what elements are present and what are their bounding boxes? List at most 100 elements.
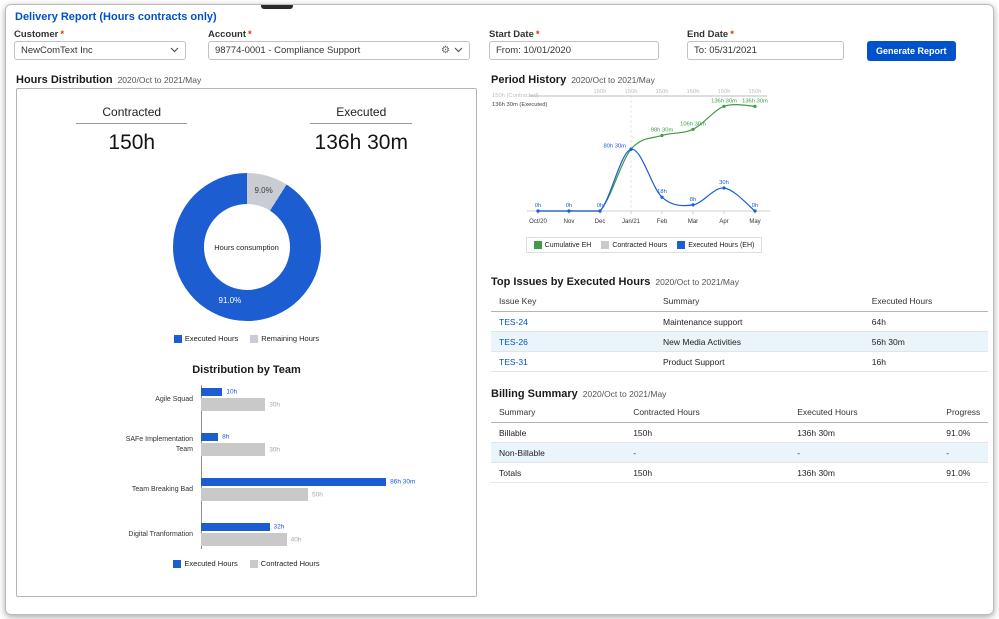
svg-text:Apr: Apr [719,219,728,225]
billing-cell: 150h [625,422,790,443]
column-header: Contracted Hours [625,402,790,423]
top-issues-title: Top Issues by Executed Hours 2020/Oct to … [491,276,739,288]
issue-executed-hours-cell: 56h 30m [863,331,988,352]
executed-value: 136h 30m [314,131,408,154]
hours-distribution-title: Hours Distribution 2020/Oct to 2021/May [16,74,202,86]
billing-cell: 91.0% [938,422,988,443]
team-row: SAFe Implementation Team 8h 30h [17,433,476,456]
issue-summary-cell: New Media Activities [655,331,864,352]
executed-summary: Executed 136h 30m [247,103,477,155]
legend-item: Contracted Hours [249,559,320,568]
generate-report-button[interactable]: Generate Report [867,41,956,61]
svg-text:8h: 8h [690,197,696,203]
svg-text:136h 30m: 136h 30m [742,98,768,104]
end-date-input[interactable] [687,41,844,60]
issue-key-link[interactable]: TES-31 [499,356,528,367]
svg-text:106h 30m: 106h 30m [680,121,706,127]
billing-cell: - [789,442,939,463]
issue-summary-cell: Product Support [655,351,864,372]
required-asterisk: * [730,29,734,40]
legend-swatch [173,559,182,568]
legend-swatch [250,334,259,343]
billing-summary-title: Billing Summary 2020/Oct to 2021/May [491,388,667,400]
executed-bar: 8h [201,433,229,441]
svg-text:150h (Contracted): 150h (Contracted) [492,93,539,99]
svg-text:150h: 150h [718,89,731,95]
svg-text:0h: 0h [566,203,572,209]
svg-text:150h: 150h [594,89,607,95]
contracted-bar-label: 40h [290,536,302,543]
legend-label: Executed Hours (EH) [688,241,755,249]
start-date-input[interactable] [489,41,659,60]
billing-cell: 150h [625,462,790,483]
billing-cell: 91.0% [938,462,988,483]
donut-legend: Executed Hours Remaining Hours [17,334,476,343]
chevron-down-icon [170,45,179,56]
executed-bar: 10h [201,388,237,396]
issue-key-cell: TES-26 [491,331,655,352]
legend-label: Executed Hours [184,559,238,568]
svg-text:Dec: Dec [595,219,606,225]
legend-swatch [173,334,182,343]
svg-text:Feb: Feb [657,219,668,225]
legend-label: Executed Hours [184,334,239,343]
customer-select-value: NewComText Inc [21,45,93,56]
hours-consumption-donut: 9.0% 91.0% Hours consumption [172,173,321,321]
billing-cell: - [938,442,988,463]
table-header-row: Summary Contracted Hours Executed Hours Pro… [491,402,988,423]
column-header: Executed Hours [789,402,939,423]
account-select-value: 98774-0001 - Compliance Support [215,45,361,56]
issue-key-link[interactable]: TES-26 [499,336,528,347]
legend-swatch [601,241,610,249]
svg-text:98h 30m: 98h 30m [651,127,674,133]
issue-row: TES-24 Maintenance support 64h [491,311,988,332]
donut-center-label: Hours consumption [203,204,290,290]
issue-key-cell: TES-31 [491,351,655,372]
contracted-bar: 50h [201,488,323,501]
gear-icon[interactable]: ⚙ [441,44,450,56]
legend-item: Executed Hours [173,334,239,343]
svg-text:30h: 30h [719,180,729,186]
period-history-legend: Cumulative EH Contracted Hours Executed Ho… [525,237,763,253]
start-date-label: Start Date * [489,29,540,40]
team-bars: 8h 30h [201,433,476,456]
customer-select[interactable]: NewComText Inc [14,41,186,60]
contracted-bar: 30h [201,443,280,456]
billing-cell: - [625,442,790,463]
required-asterisk: * [248,29,252,40]
billing-cell: 136h 30m [789,462,939,483]
legend-item: Executed Hours (EH) [677,241,754,249]
table-header-row: Issue Key Summary Executed Hours [491,291,988,312]
svg-text:May: May [749,219,760,225]
svg-text:Jan/21: Jan/21 [622,219,641,225]
contracted-summary: Contracted 150h [17,103,247,155]
issue-key-link[interactable]: TES-24 [499,316,528,327]
billing-row: Non-Billable - - - [491,442,988,463]
svg-text:Nov: Nov [564,219,575,225]
legend-label: Contracted Hours [612,241,668,249]
column-header: Executed Hours [863,291,988,312]
team-row: Team Breaking Bad 86h 30m 50h [17,478,476,501]
legend-swatch [677,241,686,249]
svg-text:0h: 0h [597,203,603,209]
legend-item: Cumulative EH [533,241,591,249]
svg-text:150h: 150h [656,89,669,95]
chevron-down-icon [454,45,463,56]
executed-bar-label: 32h [273,523,285,531]
billing-cell: Non-Billable [491,442,626,463]
svg-text:18h: 18h [657,189,667,195]
column-header: Summary [655,291,864,312]
column-header: Summary [491,402,626,423]
end-date-label: End Date * [687,29,734,40]
remaining-slice-label: 9.0% [254,186,273,195]
column-header: Progress [938,402,988,423]
executed-bar: 86h 30m [201,478,415,486]
account-select[interactable]: 98774-0001 - Compliance Support ⚙ [208,41,470,60]
required-asterisk: * [535,29,540,40]
issue-summary-cell: Maintenance support [655,311,864,332]
contracted-bar-label: 30h [269,401,281,408]
billing-row: Billable 150h 136h 30m 91.0% [491,422,988,443]
svg-text:0h: 0h [752,203,758,209]
issue-key-cell: TES-24 [491,311,655,332]
team-label: Agile Squad [155,395,193,403]
